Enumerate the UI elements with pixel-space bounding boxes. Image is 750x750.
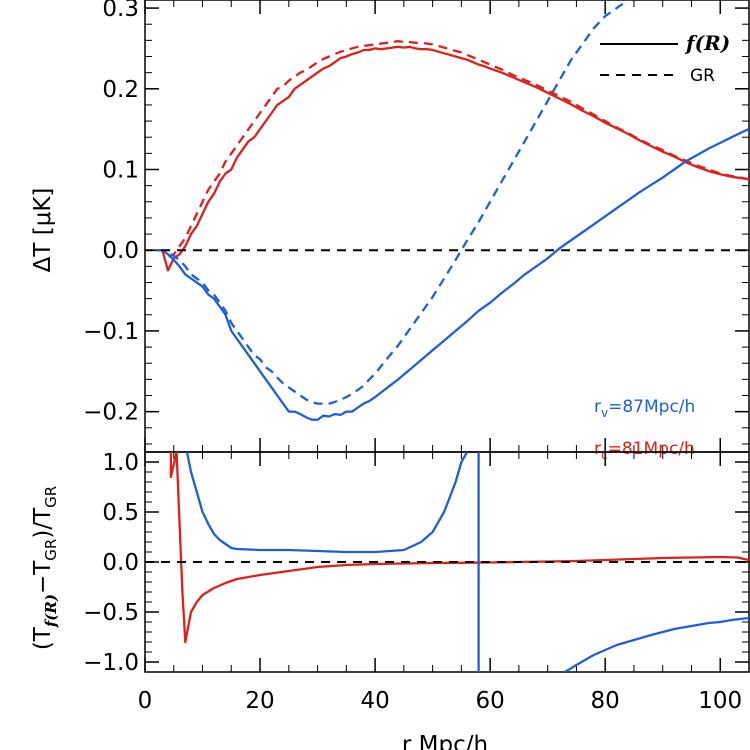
- bot-series-line-1: [185, 452, 469, 554]
- top-series-line-3: [156, 0, 631, 405]
- legend-label-fr: f(R): [684, 31, 730, 55]
- y-tick-label: −0.5: [83, 600, 139, 626]
- bottom-panel: −1.0 −0.5 0.0 0.5 1.0 0 20 40 60 80 100 (Tf(R)−TGR…: [30, 450, 750, 750]
- y-tick-label: 0.3: [102, 0, 139, 22]
- x-tick-label: 40: [360, 688, 389, 714]
- bot-series-line-0: [169, 452, 749, 644]
- y-tick-label: 1.0: [102, 450, 139, 476]
- x-tick-label: 60: [476, 688, 505, 714]
- y-tick-label: −0.1: [83, 319, 139, 345]
- x-tick-label: 80: [591, 688, 620, 714]
- top-panel: −0.2 −0.1 0.0 0.1 0.2 0.3 ΔT [μK] f(R) GR rv=…: [30, 0, 750, 462]
- x-axis-label: r Mpc/h: [402, 732, 488, 750]
- x-tick-label: 100: [698, 688, 742, 714]
- legend: f(R) GR: [600, 31, 730, 86]
- y-tick-label: 0.5: [102, 500, 139, 526]
- bot-series-line-3: [564, 616, 749, 672]
- y-tick-label: −0.2: [83, 400, 139, 426]
- x-tick-label: 20: [245, 688, 274, 714]
- top-series-line-2: [156, 128, 749, 421]
- annotation-rc: rc=81Mpc/h: [594, 439, 695, 462]
- y-tick-label: 0.0: [102, 238, 139, 264]
- top-series-line-1: [156, 40, 749, 258]
- top-series-line-0: [156, 45, 749, 272]
- bottom-ticks: −1.0 −0.5 0.0 0.5 1.0 0 20 40 60 80 100: [83, 450, 750, 714]
- y-tick-label: 0.0: [102, 550, 139, 576]
- x-tick-label: 0: [138, 688, 153, 714]
- top-series: [156, 0, 749, 421]
- bottom-series: [169, 452, 749, 672]
- y-tick-label: 0.1: [102, 158, 139, 184]
- top-y-axis-label: ΔT [μK]: [30, 188, 56, 273]
- y-tick-label: −1.0: [83, 650, 139, 676]
- y-tick-label: 0.2: [102, 77, 139, 103]
- legend-label-gr: GR: [690, 66, 715, 86]
- top-ticks: −0.2 −0.1 0.0 0.1 0.2 0.3: [83, 0, 750, 452]
- annotation-rv: rv=87Mpc/h: [594, 397, 695, 420]
- top-plot-frame: [144, 0, 750, 453]
- bottom-y-axis-label: (Tf(R)−TGR)/TGR: [30, 486, 60, 650]
